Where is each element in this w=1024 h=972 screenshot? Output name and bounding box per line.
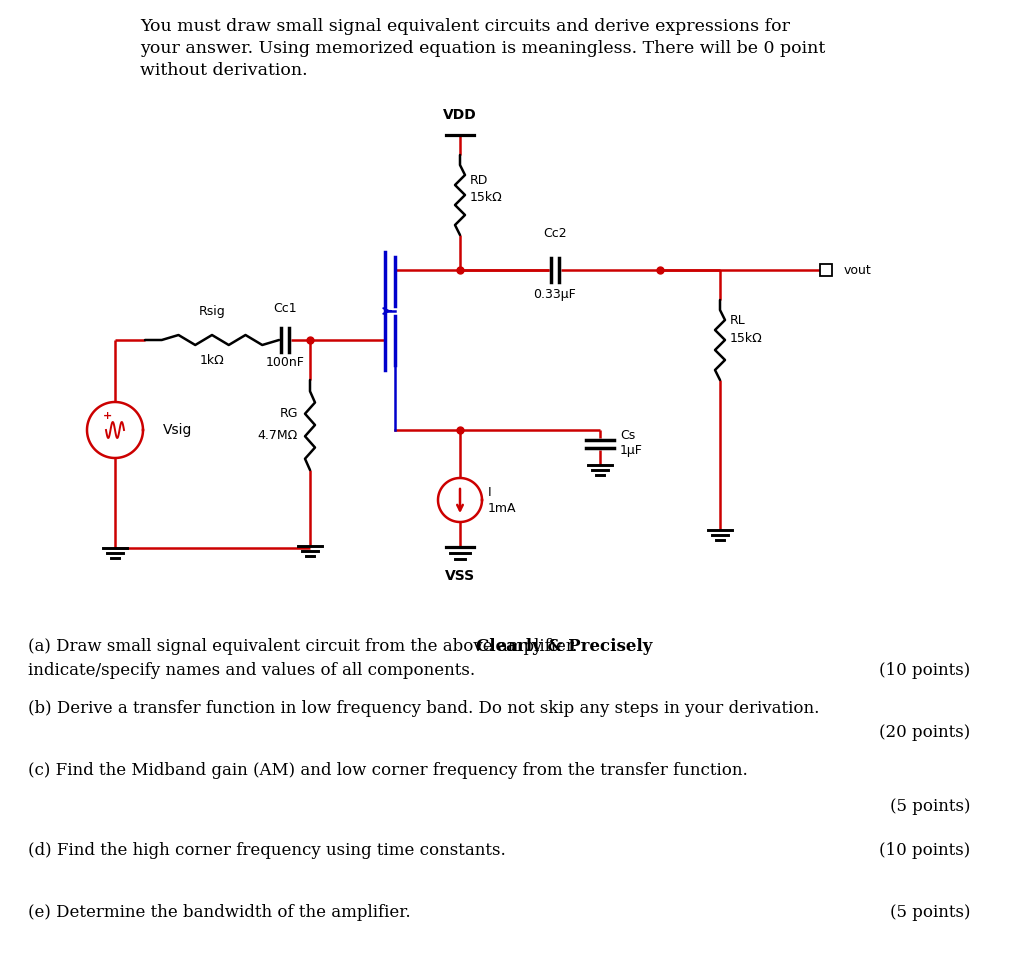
Text: RD: RD (470, 173, 488, 187)
Text: +: + (102, 411, 112, 421)
Text: 1kΩ: 1kΩ (200, 354, 224, 367)
Text: without derivation.: without derivation. (140, 62, 307, 79)
Text: (5 points): (5 points) (890, 904, 970, 921)
Text: (5 points): (5 points) (890, 798, 970, 815)
Text: 15kΩ: 15kΩ (470, 191, 503, 203)
Text: 1μF: 1μF (620, 443, 643, 457)
Text: RL: RL (730, 314, 745, 327)
Text: (10 points): (10 points) (879, 842, 970, 859)
Text: indicate/specify names and values of all components.: indicate/specify names and values of all… (28, 662, 475, 679)
Text: 1mA: 1mA (488, 502, 516, 514)
Text: Cc1: Cc1 (273, 302, 297, 315)
Text: 100nF: 100nF (265, 356, 304, 369)
Text: Clearly & Precisely: Clearly & Precisely (475, 638, 652, 655)
Text: Rsig: Rsig (199, 305, 225, 318)
Text: (c) Find the Midband gain (AM) and low corner frequency from the transfer functi: (c) Find the Midband gain (AM) and low c… (28, 762, 748, 779)
Text: You must draw small signal equivalent circuits and derive expressions for: You must draw small signal equivalent ci… (140, 18, 790, 35)
Text: (d) Find the high corner frequency using time constants.: (d) Find the high corner frequency using… (28, 842, 506, 859)
Text: VDD: VDD (443, 108, 477, 122)
Text: Cs: Cs (620, 429, 635, 441)
Text: (10 points): (10 points) (879, 662, 970, 679)
Text: RG: RG (280, 406, 298, 420)
Text: 4.7MΩ: 4.7MΩ (258, 429, 298, 441)
Text: 0.33μF: 0.33μF (534, 288, 577, 301)
Text: your answer. Using memorized equation is meaningless. There will be 0 point: your answer. Using memorized equation is… (140, 40, 825, 57)
Bar (820, 264, 831, 276)
Text: (a) Draw small signal equivalent circuit from the above amplifier.: (a) Draw small signal equivalent circuit… (28, 638, 583, 655)
Text: (e) Determine the bandwidth of the amplifier.: (e) Determine the bandwidth of the ampli… (28, 904, 411, 921)
Text: (20 points): (20 points) (879, 724, 970, 741)
Text: (b) Derive a transfer function in low frequency band. Do not skip any steps in y: (b) Derive a transfer function in low fr… (28, 700, 819, 717)
Text: I: I (488, 485, 492, 499)
Text: 15kΩ: 15kΩ (730, 331, 763, 344)
Text: Cc2: Cc2 (543, 227, 567, 240)
Text: Vsig: Vsig (163, 423, 193, 437)
Text: vout: vout (844, 263, 871, 276)
Text: VSS: VSS (445, 569, 475, 583)
